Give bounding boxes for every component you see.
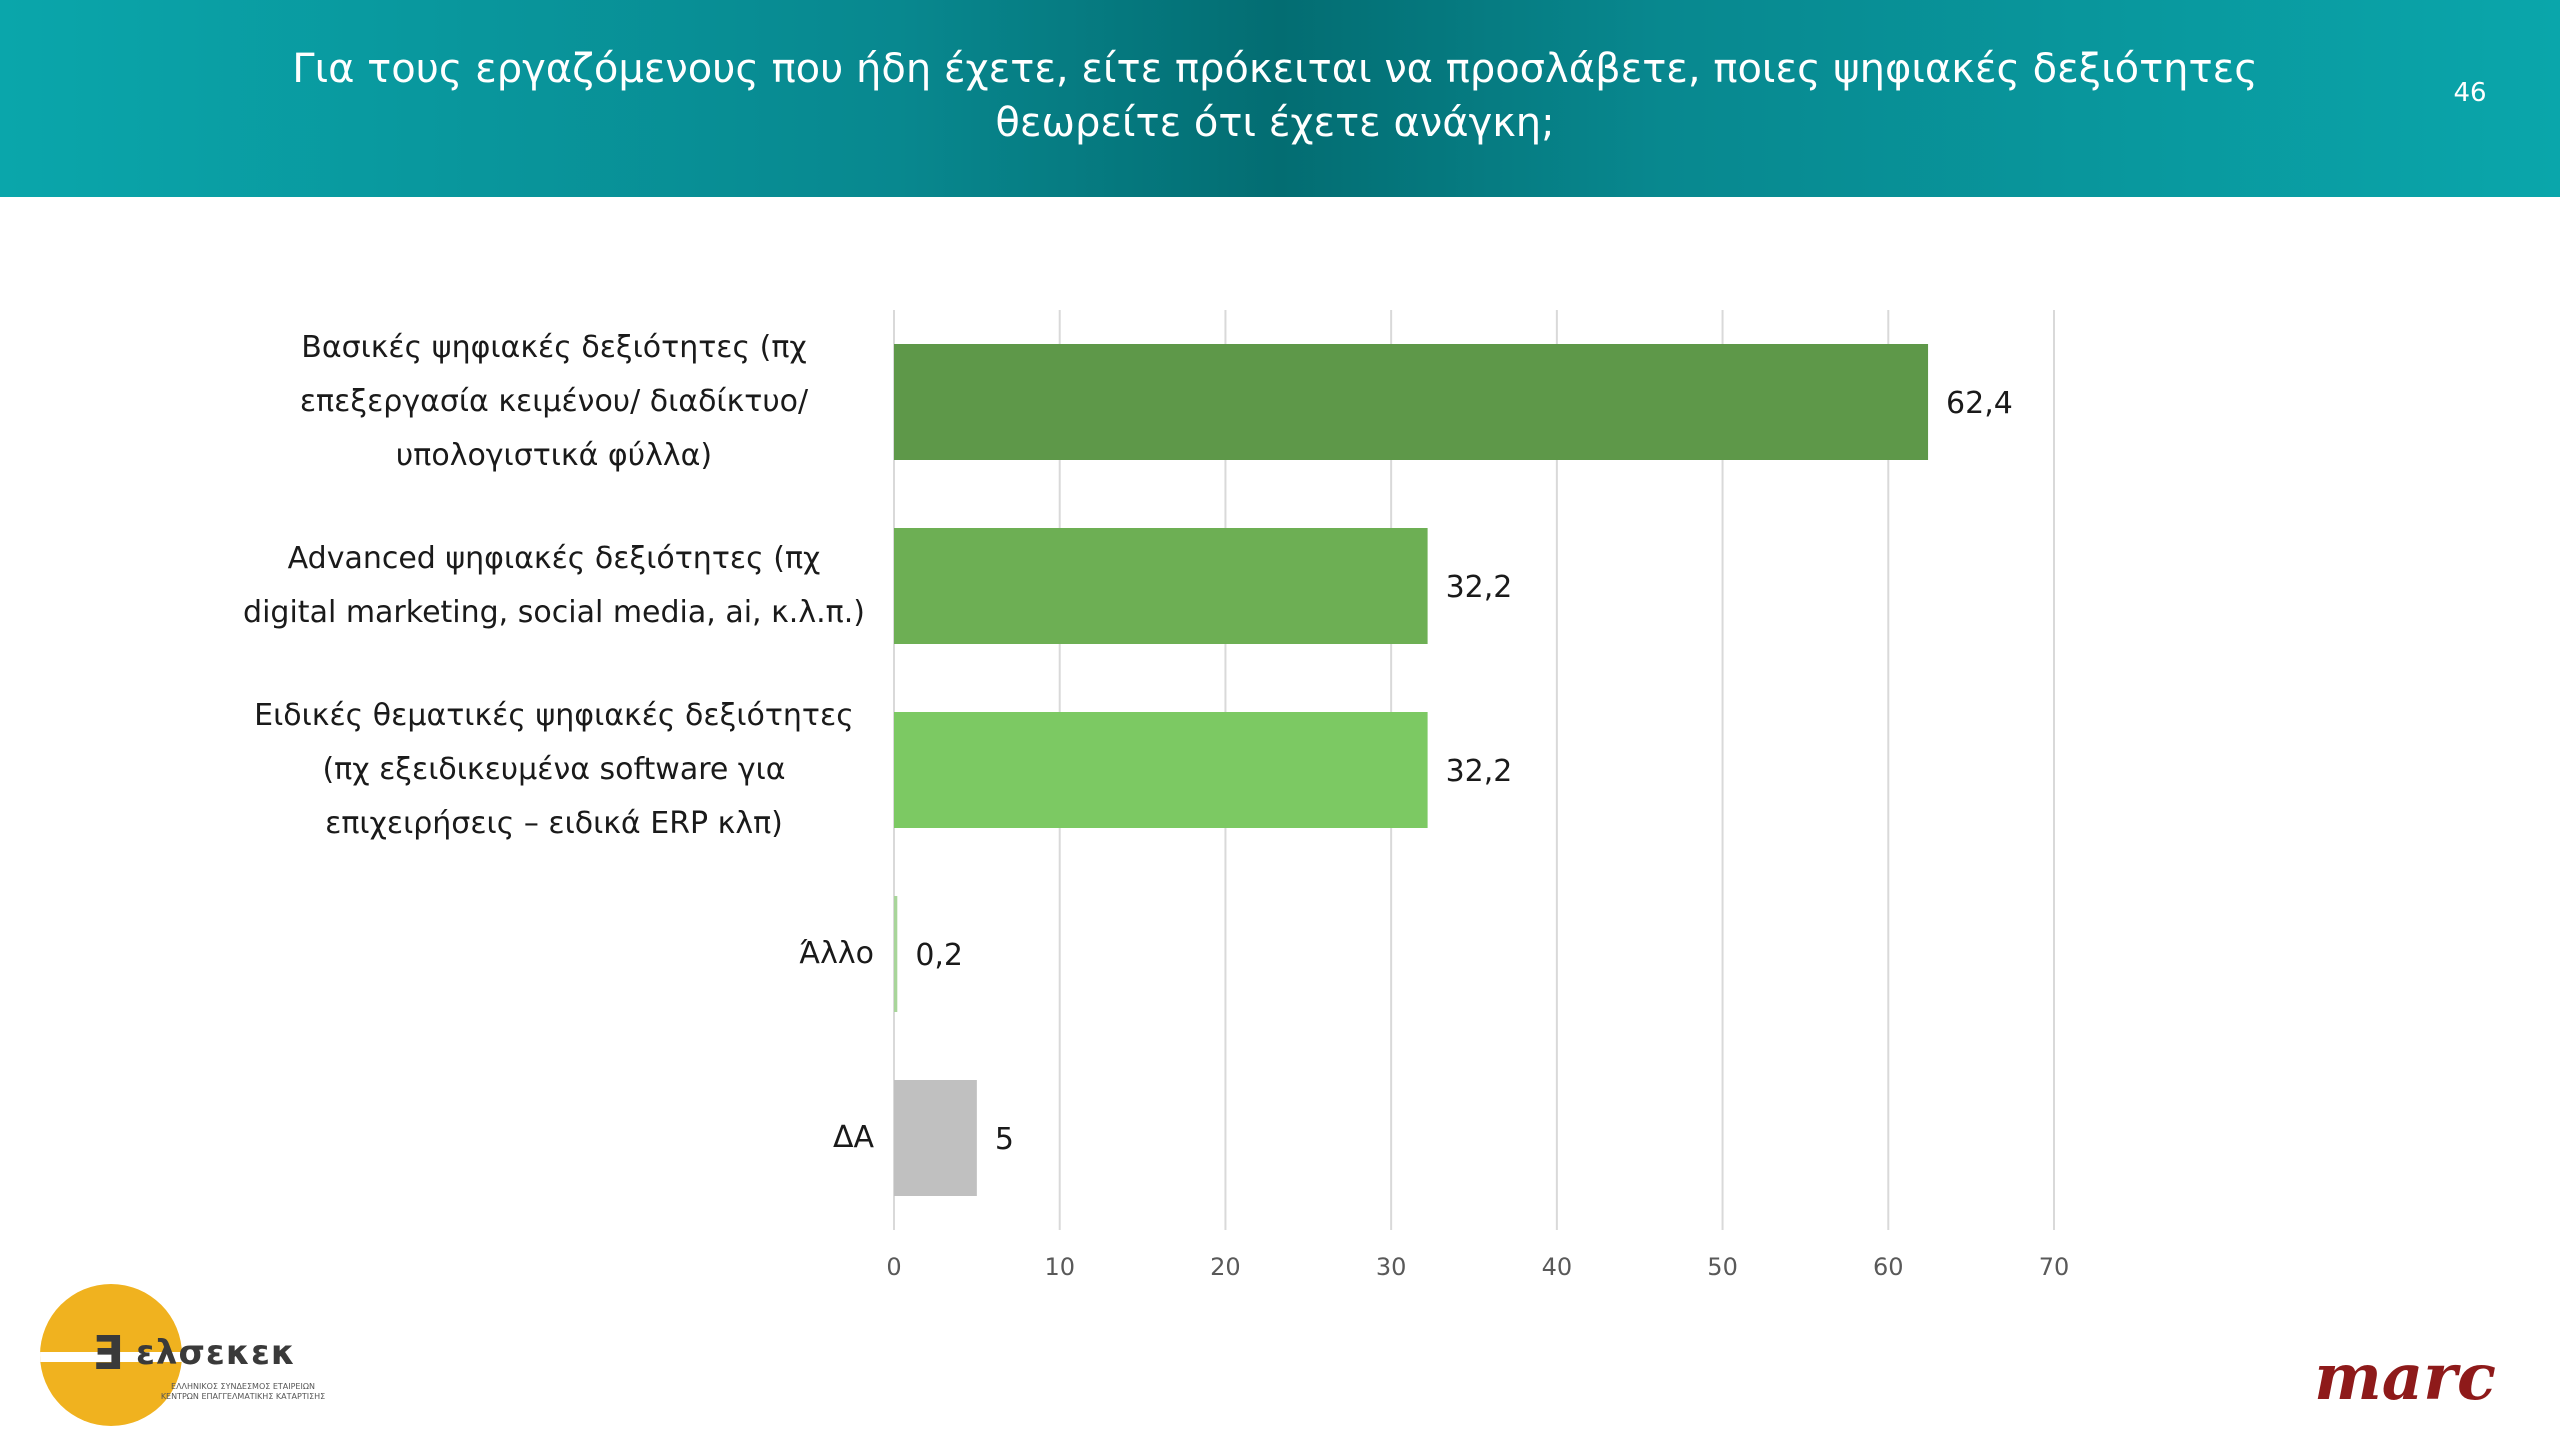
logo-name: ελσεκεκ [136, 1333, 297, 1373]
category-label-2-line-0: Ειδικές θεματικές ψηφιακές δεξιότητες [254, 698, 854, 733]
data-label-0: 62,4 [1946, 386, 2013, 421]
data-label-4: 5 [995, 1122, 1014, 1157]
category-label-4: ΔΑ [234, 1111, 874, 1165]
category-label-2-line-2: επιχειρήσεις – ειδικά ERP κλπ) [325, 806, 783, 841]
data-label-1: 32,2 [1446, 570, 1513, 605]
bar-3 [894, 896, 898, 1012]
category-label-3-line-0: Άλλο [799, 936, 874, 971]
bar-1 [894, 528, 1428, 644]
bar-2 [894, 712, 1428, 828]
category-label-3: Άλλο [234, 927, 874, 981]
data-label-3: 0,2 [915, 938, 963, 973]
x-tick-label-10: 10 [1044, 1253, 1075, 1281]
category-label-2-line-1: (πχ εξειδικευμένα software για [322, 752, 786, 787]
x-tick-label-70: 70 [2039, 1253, 2070, 1281]
category-label-1-line-0: Advanced ψηφιακές δεξιότητες (πχ [287, 541, 821, 576]
category-label-1-line-1: digital marketing, social media, ai, κ.λ… [243, 595, 865, 630]
page-title: Για τους εργαζόμενους που ήδη έχετε, είτ… [250, 42, 2300, 150]
category-label-4-line-0: ΔΑ [832, 1120, 874, 1155]
category-label-0-line-2: υπολογιστικά φύλλα) [395, 438, 713, 473]
logo-subtitle-2: ΚΕΝΤΡΩΝ ΕΠΑΓΓΕΛΜΑΤΙΚΗΣ ΚΑΤΑΡΤΙΣΗΣ [160, 1392, 326, 1401]
page-number: 46 [2453, 78, 2487, 108]
bar-0 [894, 344, 1929, 460]
x-tick-label-20: 20 [1210, 1253, 1241, 1281]
x-tick-label-60: 60 [1873, 1253, 1904, 1281]
x-tick-label-50: 50 [1707, 1253, 1738, 1281]
page-title-line-1: Για τους εργαζόμενους που ήδη έχετε, είτ… [292, 46, 2258, 92]
data-label-2: 32,2 [1446, 754, 1513, 789]
logo-subtitle-1: ΕΛΛΗΝΙΚΟΣ ΣΥΝΔΕΣΜΟΣ ΕΤΑΙΡΕΙΩΝ [171, 1382, 315, 1391]
category-label-0-line-1: επεξεργασία κειμένου/ διαδίκτυο/ [299, 384, 809, 419]
logo-mark-icon: Ǝ [92, 1326, 124, 1380]
elsekek-logo: Ǝ ελσεκεκ ΕΛΛΗΝΙΚΟΣ ΣΥΝΔΕΣΜΟΣ ΕΤΑΙΡΕΙΩΝ … [36, 1280, 336, 1430]
category-label-0-line-0: Βασικές ψηφιακές δεξιότητες (πχ [301, 330, 807, 365]
category-label-1: Advanced ψηφιακές δεξιότητες (πχ digital … [234, 532, 874, 640]
x-tick-label-40: 40 [1542, 1253, 1573, 1281]
category-label-2: Ειδικές θεματικές ψηφιακές δεξιότητες (πχ… [234, 689, 874, 851]
header-banner: Για τους εργαζόμενους που ήδη έχετε, είτ… [0, 0, 2560, 197]
x-tick-label-0: 0 [886, 1253, 901, 1281]
page-title-line-2: θεωρείτε ότι έχετε ανάγκη; [995, 100, 1555, 146]
x-tick-label-30: 30 [1376, 1253, 1407, 1281]
logo-circle-icon [40, 1284, 182, 1426]
marc-logo: marc [2314, 1340, 2496, 1415]
bar-4 [894, 1080, 977, 1196]
category-label-0: Βασικές ψηφιακές δεξιότητες (πχ επεξεργασ… [234, 321, 874, 483]
